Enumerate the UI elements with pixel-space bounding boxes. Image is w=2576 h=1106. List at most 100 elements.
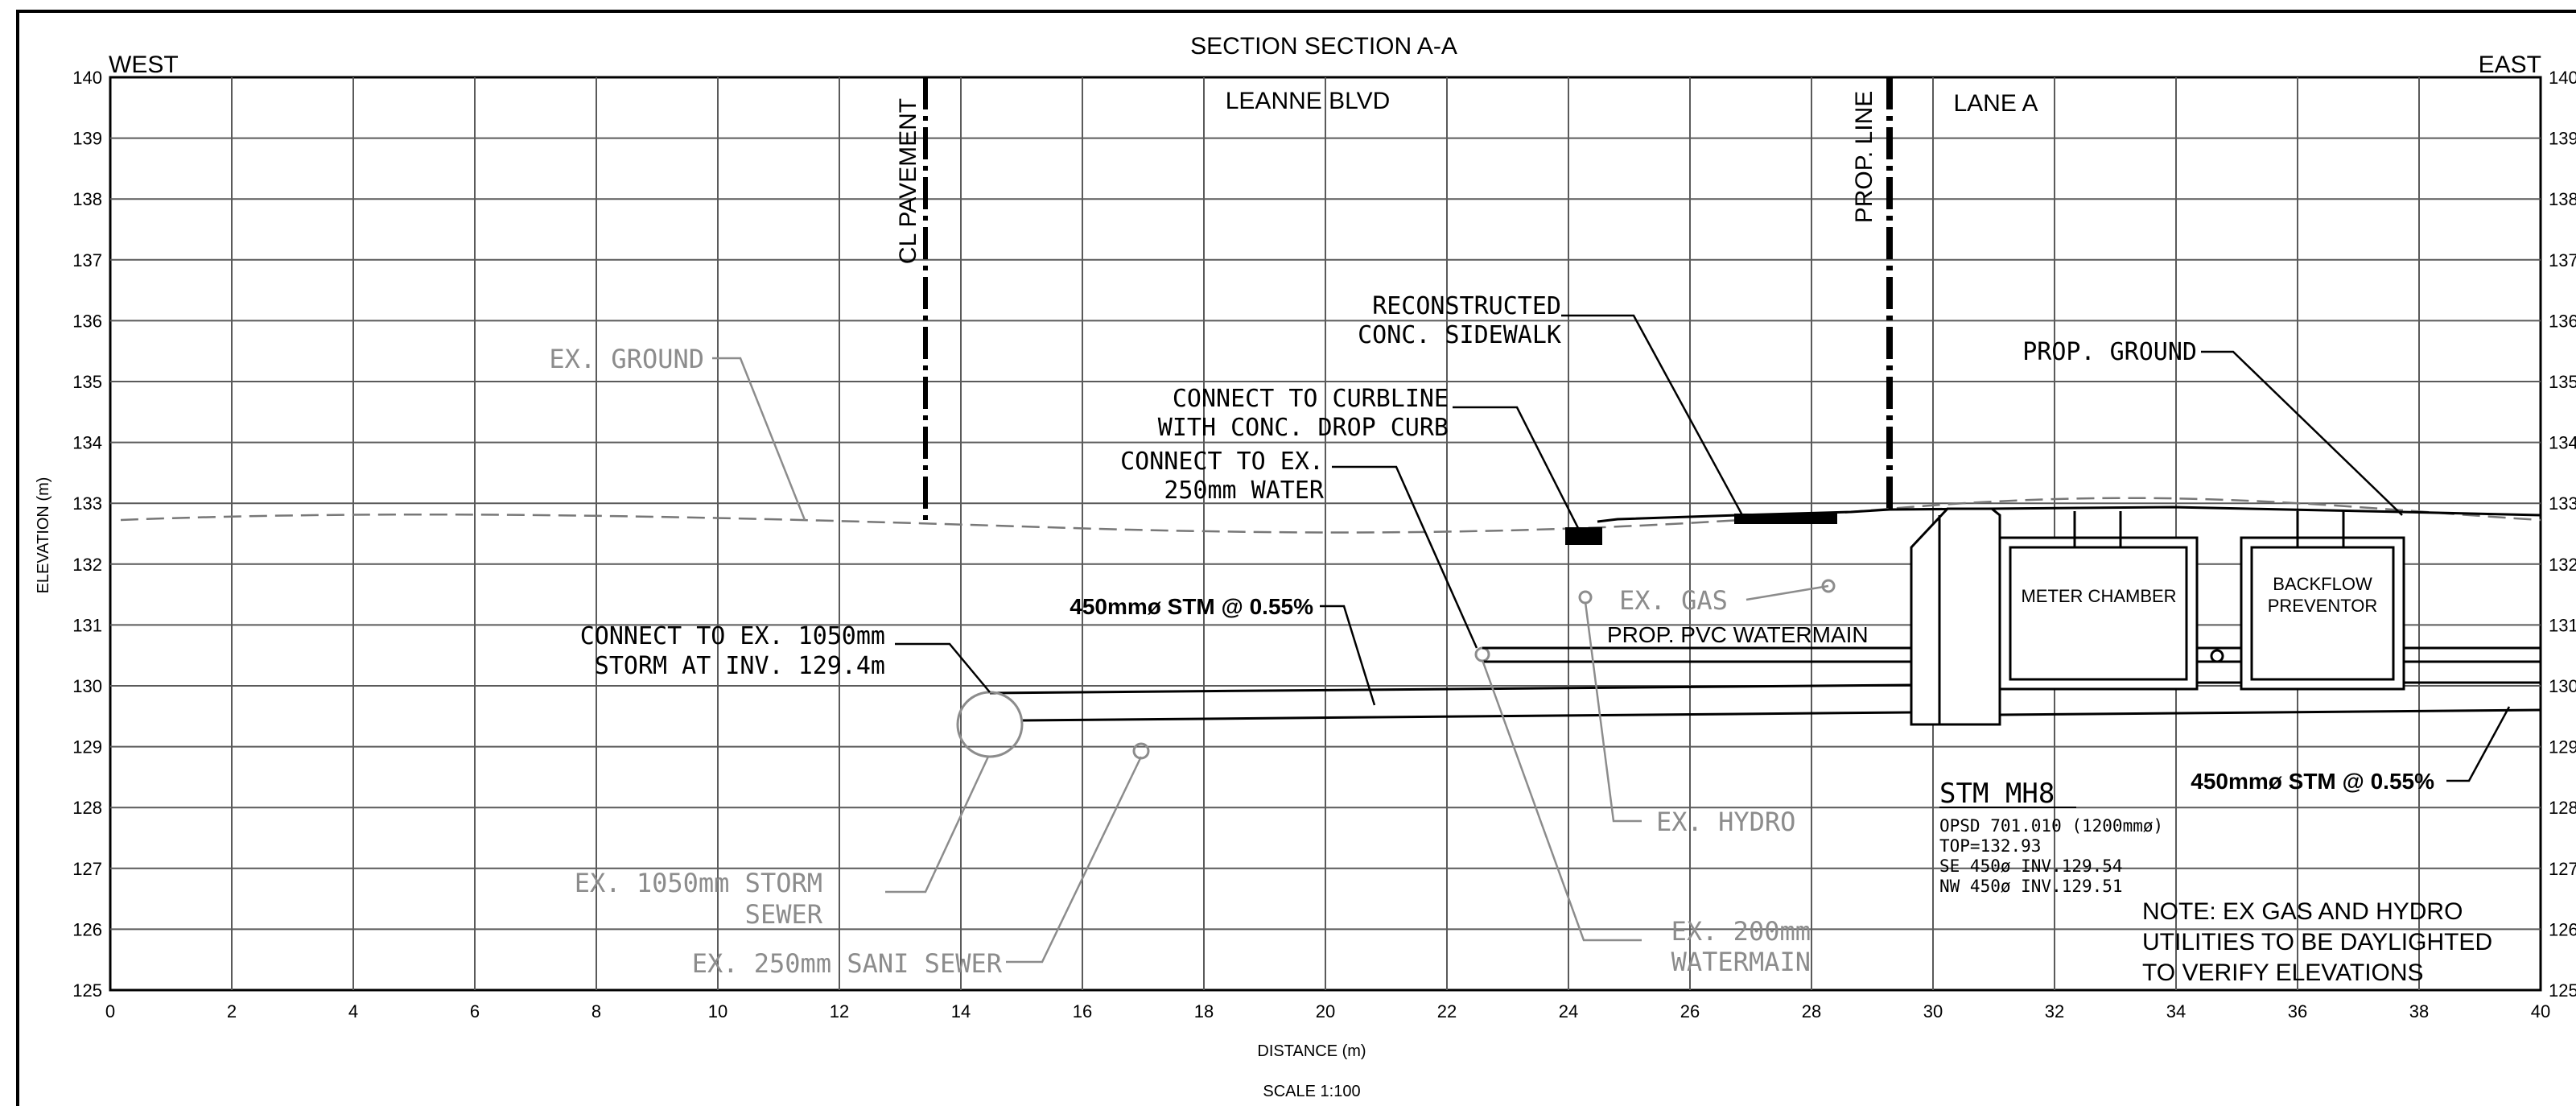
manhole-line-1: OPSD 701.010 (1200mmø) xyxy=(1939,816,2163,836)
leader-lines-grey xyxy=(712,357,1829,964)
y-tick-label-left: 127 xyxy=(72,859,102,879)
x-tick-label: 34 xyxy=(2166,1001,2186,1021)
callout-ex-ground: EX. GROUND xyxy=(549,344,704,374)
y-tick-label-right: 134 xyxy=(2549,433,2576,453)
grid xyxy=(110,77,2541,990)
watermain-valve-2 xyxy=(2210,649,2224,663)
section-title: SECTION SECTION A-A xyxy=(1190,33,1457,60)
leanne-blvd-label: LEANNE BLVD xyxy=(1226,88,1391,114)
x-tick-label: 18 xyxy=(1194,1001,1214,1021)
leader-ex-gas xyxy=(1745,584,1829,601)
storm-manhole xyxy=(1910,507,2001,726)
storm-pipe-top xyxy=(989,683,1912,695)
callout-water-2: 250mm WATER xyxy=(1164,477,1325,505)
x-tick-label: 24 xyxy=(1559,1001,1578,1021)
leader-curbline xyxy=(1453,406,1581,530)
y-tick-label-left: 134 xyxy=(72,433,102,453)
x-tick-label: 4 xyxy=(348,1001,358,1021)
y-tick-label-left: 139 xyxy=(72,129,102,149)
proposed-ground-line xyxy=(1597,506,2541,523)
manhole-name: STM MH8 xyxy=(1939,778,2055,810)
drop-curb-block xyxy=(1565,527,1602,545)
existing-ground-line xyxy=(120,497,2541,534)
callout-storm-1: CONNECT TO EX. 1050mm xyxy=(580,622,885,650)
y-tick-label-right: 128 xyxy=(2549,798,2576,818)
leader-storm-connect xyxy=(895,642,991,693)
cl-pavement-label: CL PAVEMENT xyxy=(895,98,921,264)
leader-stm-left xyxy=(1320,605,1376,706)
y-tick-label-right: 140 xyxy=(2549,68,2576,88)
backflow-label-1: BACKFLOW xyxy=(2273,574,2372,594)
x-tick-labels: 0 2 4 6 8 10 12 14 16 18 20 22 24 26 28 30 32 34 36 38 40 xyxy=(105,1001,2550,1021)
east-label: EAST xyxy=(2479,52,2541,78)
backflow-outer xyxy=(2240,536,2405,691)
callout-water-1: CONNECT TO EX. xyxy=(1120,448,1324,476)
lane-a-label: LANE A xyxy=(1953,90,2038,117)
manhole-line-2: TOP=132.93 xyxy=(1939,836,2041,856)
y-tick-label-left: 140 xyxy=(72,68,102,88)
y-tick-label-left: 137 xyxy=(72,250,102,270)
callout-ex-watermain-1: EX. 200mm xyxy=(1671,916,1811,947)
leader-ex-sani xyxy=(1006,756,1143,964)
callout-storm-2: STORM AT INV. 129.4m xyxy=(595,652,885,680)
y-tick-label-right: 132 xyxy=(2549,555,2576,575)
leader-ex-watermain xyxy=(1481,659,1642,942)
x-tick-label: 30 xyxy=(1923,1001,1943,1021)
x-tick-label: 14 xyxy=(951,1001,971,1021)
note-line-2: UTILITIES TO BE DAYLIGHTED xyxy=(2142,929,2492,955)
callout-ex-sani: EX. 250mm SANI SEWER xyxy=(692,948,1003,979)
y-tick-label-right: 138 xyxy=(2549,189,2576,209)
storm-pipe-bottom-east xyxy=(1999,708,2541,716)
y-tick-label-right: 130 xyxy=(2549,676,2576,696)
y-tick-label-left: 135 xyxy=(72,372,102,392)
y-tick-label-right: 135 xyxy=(2549,372,2576,392)
callout-ex-hydro: EX. HYDRO xyxy=(1656,807,1795,837)
sheet-border xyxy=(16,10,2576,1106)
x-tick-label: 2 xyxy=(227,1001,237,1021)
y-tick-label-left: 125 xyxy=(72,980,102,1001)
leader-prop-ground xyxy=(2201,350,2403,516)
callout-prop-pvc: PROP. PVC WATERMAIN xyxy=(1607,622,1869,647)
x-tick-label: 6 xyxy=(470,1001,480,1021)
x-tick-label: 36 xyxy=(2288,1001,2307,1021)
leader-water xyxy=(1332,465,1478,649)
y-tick-label-left: 128 xyxy=(72,798,102,818)
y-tick-label-left: 126 xyxy=(72,919,102,939)
y-tick-label-right: 137 xyxy=(2549,250,2576,270)
note-line-1: NOTE: EX GAS AND HYDRO xyxy=(2142,898,2463,925)
callout-curbline-1: CONNECT TO CURBLINE xyxy=(1173,385,1449,413)
y-tick-label-left: 136 xyxy=(72,311,102,331)
x-tick-label: 12 xyxy=(830,1001,849,1021)
manhole-line-4: NW 450ø INV.129.51 xyxy=(1939,877,2123,896)
leader-ex-hydro xyxy=(1584,601,1642,823)
manhole-line-3: SE 450ø INV.129.54 xyxy=(1939,856,2123,876)
x-tick-label: 28 xyxy=(1802,1001,1821,1021)
callout-curbline-2: WITH CONC. DROP CURB xyxy=(1158,414,1449,442)
callout-stm-slope-right: 450mmø STM @ 0.55% xyxy=(2191,769,2434,794)
callout-prop-ground: PROP. GROUND xyxy=(2022,338,2197,366)
scale-label: SCALE 1:100 xyxy=(1263,1083,1360,1100)
x-tick-label: 16 xyxy=(1073,1001,1092,1021)
backflow-inner xyxy=(2250,546,2395,681)
y-tick-label-right: 136 xyxy=(2549,311,2576,331)
leader-lines-black xyxy=(895,314,2511,782)
y-tick-label-left: 133 xyxy=(72,493,102,514)
callout-ex-gas: EX. GAS xyxy=(1619,585,1728,616)
callout-stm-slope-left: 450mmø STM @ 0.55% xyxy=(1070,594,1313,619)
x-tick-label: 0 xyxy=(105,1001,115,1021)
leader-stm-right xyxy=(2446,706,2511,782)
x-tick-label: 38 xyxy=(2409,1001,2429,1021)
meter-chamber-inner xyxy=(2009,546,2188,681)
backflow-label-2: PREVENTOR xyxy=(2268,596,2378,616)
west-label: WEST xyxy=(109,52,179,78)
x-tick-label: 32 xyxy=(2045,1001,2064,1021)
x-tick-label: 20 xyxy=(1316,1001,1335,1021)
y-tick-label-right: 129 xyxy=(2549,737,2576,757)
sidewalk-slab xyxy=(1734,514,1837,524)
x-tick-label: 26 xyxy=(1680,1001,1700,1021)
x-tick-label: 8 xyxy=(591,1001,601,1021)
leader-ex-ground xyxy=(712,357,806,521)
y-tick-label-right: 131 xyxy=(2549,615,2576,635)
